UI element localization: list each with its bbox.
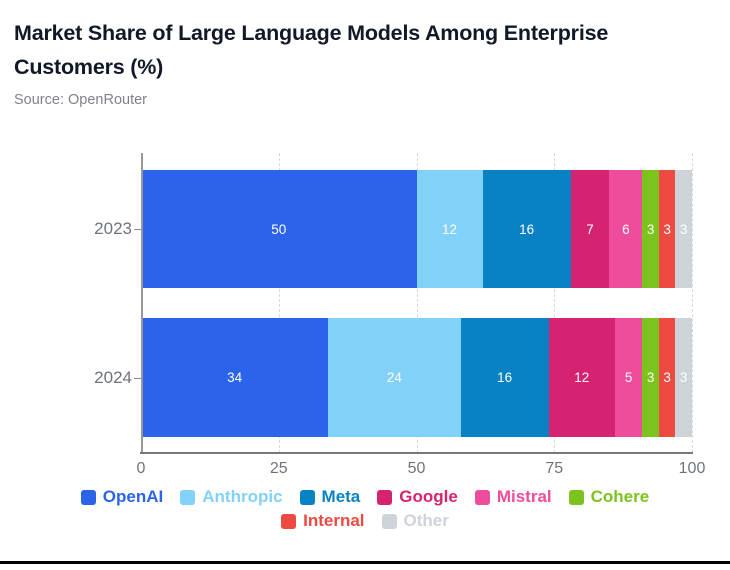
segment-value-label: 12 (442, 221, 458, 237)
bar-segment-2024-google[interactable]: 12 (548, 318, 615, 437)
bar-segment-2023-meta[interactable]: 16 (482, 170, 571, 288)
gridline-75 (554, 153, 556, 453)
x-axis-label-0: 0 (136, 460, 146, 477)
y-axis-tick (134, 229, 141, 230)
bar-segment-2023-mistral[interactable]: 6 (609, 170, 643, 288)
x-axis-line (140, 452, 693, 454)
legend-item-mistral: Mistral (474, 487, 552, 507)
bar-segment-2023-cohere[interactable]: 3 (642, 170, 659, 288)
segment-value-label: 34 (227, 370, 243, 385)
bar-segment-2024-openai[interactable]: 34 (141, 318, 329, 437)
segment-value-label: 16 (497, 370, 513, 385)
x-axis-label-25: 25 (269, 460, 288, 477)
segment-value-label: 3 (646, 370, 655, 385)
chart-source: Source: OpenRouter (14, 92, 147, 108)
legend-label: Other (403, 511, 449, 530)
segment-value-label: 3 (663, 221, 671, 237)
legend-row: OpenAI Anthropic Meta Google Mistral Cohere (80, 487, 650, 507)
segment-value-label: 16 (519, 221, 535, 237)
legend-label: OpenAI (102, 487, 164, 506)
legend-label: Google (399, 487, 458, 506)
gridline-50 (416, 153, 418, 453)
y-axis-line (141, 153, 143, 453)
legend-row: Internal Other (281, 511, 449, 531)
bar-segment-2023-anthropic[interactable]: 12 (416, 170, 483, 288)
x-axis-label-75: 75 (545, 460, 564, 477)
legend-item-anthropic: Anthropic (180, 487, 283, 507)
legend-label: Meta (321, 487, 361, 506)
bar-2024: 34 24 16 12 5 3 3 3 (141, 318, 692, 437)
segment-value-label: 3 (679, 370, 688, 385)
legend-swatch-icon (381, 513, 397, 529)
bottom-divider (0, 561, 730, 564)
legend-swatch-icon (80, 489, 96, 505)
legend-item-meta: Meta (299, 487, 361, 507)
y-axis-label-2023: 2023 (94, 219, 132, 238)
legend-swatch-icon (474, 489, 490, 505)
bar-segment-2023-other[interactable]: 3 (675, 170, 692, 288)
gridline-100 (692, 153, 693, 453)
bar-2023: 50 12 16 7 6 3 3 3 (141, 170, 692, 288)
plot-area: 50 12 16 7 6 3 3 3 34 24 16 12 5 3 3 3 (141, 153, 693, 453)
legend-swatch-icon (180, 489, 196, 505)
segment-value-label: 3 (646, 221, 655, 237)
segment-value-label: 3 (663, 370, 671, 385)
legend-swatch-icon (281, 513, 297, 529)
legend-label: Anthropic (202, 487, 283, 506)
bar-segment-2024-other[interactable]: 3 (675, 318, 692, 437)
segment-value-label: 5 (624, 370, 633, 385)
chart-title: Market Share of Large Language Models Am… (14, 21, 609, 79)
legend-label: Internal (303, 511, 365, 530)
legend-item-internal: Internal (281, 511, 365, 531)
legend-item-google: Google (377, 487, 458, 507)
legend-swatch-icon (568, 489, 584, 505)
bar-segment-2023-openai[interactable]: 50 (141, 170, 417, 288)
legend: OpenAI Anthropic Meta Google Mistral Cohere In… (0, 487, 730, 531)
segment-value-label: 3 (679, 221, 688, 237)
segment-value-label: 50 (271, 221, 287, 237)
bar-segment-2024-cohere[interactable]: 3 (642, 318, 659, 437)
y-axis-tick (134, 377, 141, 379)
gridline-25 (278, 153, 280, 453)
legend-item-other: Other (381, 511, 449, 531)
legend-item-cohere: Cohere (568, 487, 650, 507)
y-axis-label-2024: 2024 (94, 367, 132, 387)
x-axis-label-100: 100 (678, 460, 706, 477)
legend-swatch-icon (377, 489, 393, 505)
bar-segment-2023-internal[interactable]: 3 (658, 170, 676, 288)
bar-segment-2024-internal[interactable]: 3 (658, 318, 676, 437)
bar-segment-2024-anthropic[interactable]: 24 (328, 318, 461, 437)
legend-swatch-icon (299, 489, 315, 505)
legend-label: Cohere (590, 487, 650, 506)
legend-item-openai: OpenAI (80, 487, 164, 507)
bar-segment-2024-mistral[interactable]: 5 (614, 318, 643, 437)
bar-segment-2024-meta[interactable]: 16 (460, 318, 549, 437)
segment-value-label: 24 (386, 370, 402, 385)
x-axis-label-50: 50 (407, 460, 426, 477)
bar-segment-2023-google[interactable]: 7 (570, 170, 610, 288)
segment-value-label: 12 (574, 370, 590, 385)
segment-value-label: 6 (622, 221, 630, 237)
legend-label: Mistral (496, 487, 552, 506)
segment-value-label: 7 (586, 221, 594, 237)
